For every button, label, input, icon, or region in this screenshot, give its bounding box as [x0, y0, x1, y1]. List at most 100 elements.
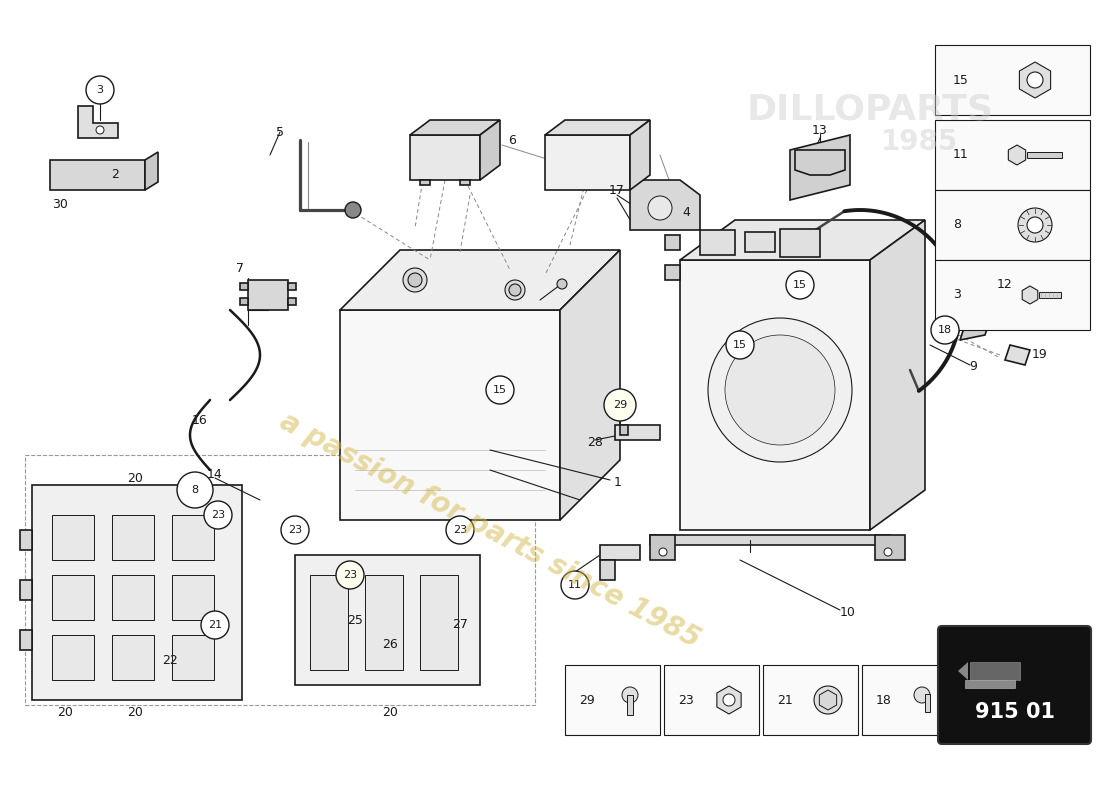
Polygon shape: [790, 135, 850, 200]
Text: 25: 25: [348, 614, 363, 626]
Circle shape: [561, 571, 588, 599]
Text: 26: 26: [382, 638, 398, 651]
Text: 20: 20: [57, 706, 73, 719]
Text: 2: 2: [111, 169, 119, 182]
Text: 8: 8: [953, 218, 961, 231]
Bar: [620, 425, 628, 435]
Bar: [1040, 292, 1062, 298]
Bar: [763, 665, 858, 735]
Circle shape: [1027, 217, 1043, 233]
Bar: [288, 298, 296, 305]
Text: 22: 22: [162, 654, 178, 666]
Text: 15: 15: [953, 74, 969, 86]
Bar: [288, 283, 296, 290]
Polygon shape: [544, 120, 650, 135]
Bar: [310, 575, 348, 670]
Bar: [935, 260, 1090, 330]
Text: 18: 18: [876, 694, 892, 706]
Polygon shape: [145, 152, 158, 190]
Bar: [112, 515, 154, 560]
Circle shape: [604, 389, 636, 421]
Polygon shape: [1005, 345, 1030, 365]
Text: 18: 18: [938, 325, 953, 335]
Polygon shape: [50, 160, 145, 190]
Bar: [925, 694, 930, 712]
Bar: [565, 665, 660, 735]
Text: 28: 28: [587, 435, 603, 449]
Polygon shape: [295, 555, 480, 685]
Bar: [460, 180, 470, 185]
Bar: [20, 580, 32, 600]
Circle shape: [177, 472, 213, 508]
Text: 21: 21: [777, 694, 793, 706]
Text: DILLOPARTS: DILLOPARTS: [747, 93, 993, 127]
Polygon shape: [248, 280, 288, 310]
Circle shape: [814, 686, 842, 714]
Circle shape: [201, 611, 229, 639]
Circle shape: [931, 316, 959, 344]
Text: 12: 12: [997, 278, 1013, 291]
Polygon shape: [666, 235, 680, 250]
Polygon shape: [680, 260, 870, 530]
Bar: [52, 635, 94, 680]
Bar: [112, 575, 154, 620]
Text: 23: 23: [678, 694, 694, 706]
Text: 11: 11: [953, 149, 969, 162]
FancyBboxPatch shape: [938, 626, 1091, 744]
Text: 20: 20: [382, 706, 398, 719]
Text: 20: 20: [128, 706, 143, 719]
Text: 23: 23: [288, 525, 302, 535]
Circle shape: [726, 331, 754, 359]
Polygon shape: [1020, 62, 1050, 98]
Text: 15: 15: [493, 385, 507, 395]
Bar: [862, 665, 957, 735]
Circle shape: [446, 516, 474, 544]
Polygon shape: [970, 662, 1020, 680]
Text: 17: 17: [609, 183, 625, 197]
Text: 29: 29: [579, 694, 595, 706]
Text: 29: 29: [613, 400, 627, 410]
Polygon shape: [32, 485, 242, 700]
Bar: [365, 575, 403, 670]
Text: 915 01: 915 01: [975, 702, 1055, 722]
Circle shape: [86, 76, 114, 104]
Polygon shape: [874, 535, 905, 560]
Polygon shape: [680, 220, 925, 260]
Circle shape: [914, 687, 929, 703]
Text: 19: 19: [1032, 349, 1048, 362]
Circle shape: [1027, 72, 1043, 88]
Circle shape: [884, 548, 892, 556]
Bar: [627, 695, 632, 715]
Bar: [112, 635, 154, 680]
Text: 10: 10: [840, 606, 856, 618]
Circle shape: [486, 376, 514, 404]
Text: 7: 7: [236, 262, 244, 274]
Text: 23: 23: [453, 525, 468, 535]
Text: 6: 6: [508, 134, 516, 146]
Text: 23: 23: [211, 510, 226, 520]
Text: 16: 16: [192, 414, 208, 426]
Bar: [52, 575, 94, 620]
Polygon shape: [650, 535, 675, 560]
Bar: [25, 455, 535, 705]
Bar: [240, 298, 248, 305]
Polygon shape: [560, 250, 620, 520]
Text: 27: 27: [452, 618, 468, 631]
Text: 15: 15: [733, 340, 747, 350]
Text: 21: 21: [208, 620, 222, 630]
Circle shape: [408, 273, 422, 287]
Bar: [172, 515, 214, 560]
Polygon shape: [666, 265, 680, 280]
Circle shape: [403, 268, 427, 292]
Polygon shape: [630, 180, 700, 230]
Bar: [172, 575, 214, 620]
Circle shape: [1018, 208, 1052, 242]
Text: 8: 8: [191, 485, 199, 495]
Polygon shape: [958, 662, 968, 680]
Circle shape: [557, 279, 566, 289]
Circle shape: [280, 516, 309, 544]
Circle shape: [621, 687, 638, 703]
Text: 1985: 1985: [881, 128, 959, 156]
Bar: [664, 665, 759, 735]
Polygon shape: [650, 535, 890, 545]
